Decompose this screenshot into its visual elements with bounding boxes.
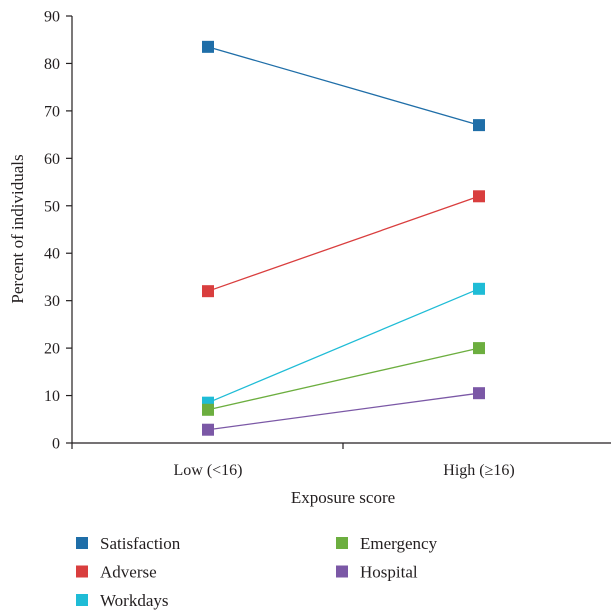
y-tick-label: 50 — [44, 198, 60, 215]
x-tick-label: Low (<16) — [173, 462, 242, 479]
series-emergency — [202, 342, 485, 416]
legend-item-adverse: Adverse — [76, 563, 157, 582]
legend-swatch-workdays — [76, 594, 88, 606]
data-point-adverse-1 — [202, 285, 214, 298]
series-line-emergency — [207, 347, 480, 411]
series-line-adverse — [207, 195, 480, 292]
data-point-satisfaction-1 — [202, 40, 214, 53]
series-line-workdays — [207, 288, 480, 404]
y-tick-label: 0 — [52, 436, 60, 453]
series-workdays — [202, 282, 485, 409]
y-tick-label: 40 — [44, 246, 60, 263]
legend-label-hospital: Hospital — [360, 563, 418, 582]
legend-swatch-hospital — [336, 565, 348, 578]
x-axis-title: Exposure score — [291, 488, 395, 507]
legend-item-emergency: Emergency — [336, 534, 438, 553]
y-tick-label: 20 — [44, 341, 60, 358]
series-adverse — [202, 190, 485, 298]
data-point-emergency-2 — [473, 342, 485, 355]
data-point-satisfaction-2 — [473, 119, 485, 132]
y-tick-label: 80 — [44, 56, 60, 73]
legend-item-hospital: Hospital — [336, 563, 418, 582]
data-point-hospital-1 — [202, 423, 214, 436]
series-satisfaction — [202, 40, 485, 132]
legend-swatch-adverse — [76, 565, 88, 578]
axes: 0 10 20 30 40 50 60 70 80 90 Low (<16) High (≥16) — [44, 9, 611, 479]
y-tick-label: 90 — [44, 9, 60, 26]
y-tick-label: 70 — [44, 103, 60, 120]
y-tick-label: 60 — [44, 151, 60, 168]
data-point-hospital-2 — [473, 387, 485, 400]
legend-swatch-emergency — [336, 537, 348, 549]
data-point-emergency-1 — [202, 403, 214, 416]
legend: Satisfaction Adverse Workdays Emergency Hosp… — [76, 534, 438, 610]
x-tick-label: High (≥16) — [443, 462, 514, 479]
legend-item-satisfaction: Satisfaction — [76, 534, 181, 553]
y-axis-title: Percent of individuals — [8, 154, 27, 303]
legend-label-satisfaction: Satisfaction — [100, 534, 181, 553]
series-layer — [202, 40, 485, 436]
data-point-adverse-2 — [473, 190, 485, 203]
y-tick-label: 10 — [44, 388, 60, 405]
legend-label-emergency: Emergency — [360, 534, 438, 553]
series-line-hospital — [207, 392, 480, 431]
data-point-workdays-2 — [473, 282, 485, 295]
y-tick-label: 30 — [44, 293, 60, 310]
series-hospital — [202, 387, 485, 436]
series-line-satisfaction — [207, 46, 480, 126]
legend-label-adverse: Adverse — [100, 563, 157, 582]
legend-label-workdays: Workdays — [100, 591, 169, 610]
legend-swatch-satisfaction — [76, 537, 88, 549]
legend-item-workdays: Workdays — [76, 591, 169, 610]
